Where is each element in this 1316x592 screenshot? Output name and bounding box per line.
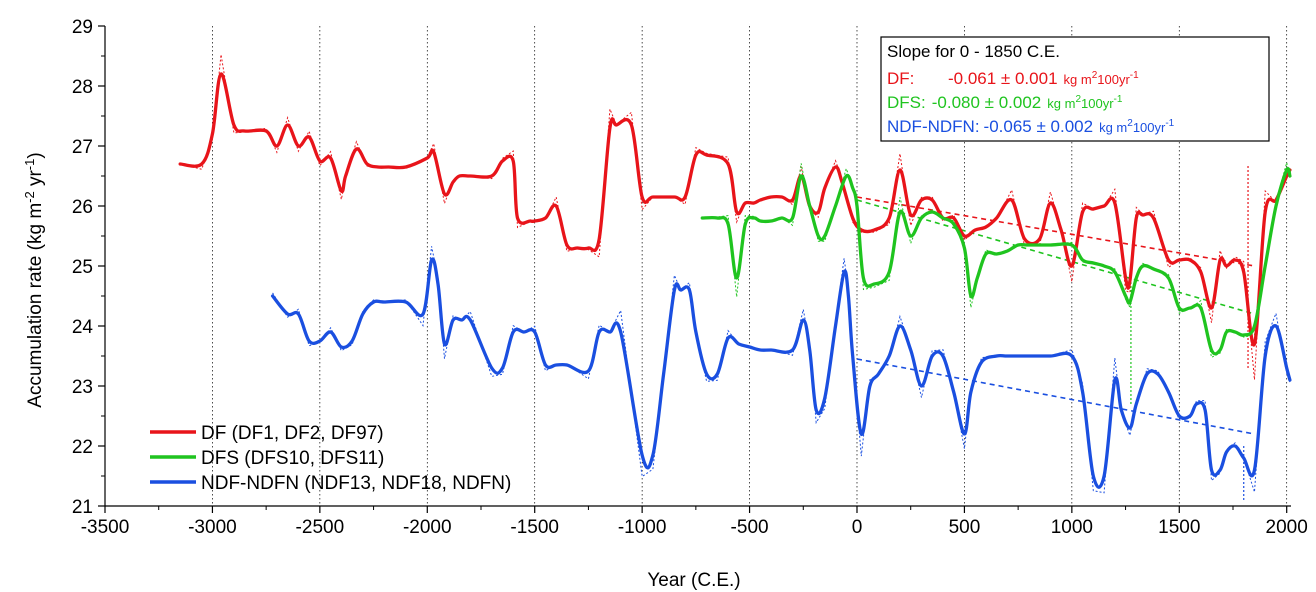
y-tick-label: 24 [72, 317, 94, 338]
legend-label-ndf: NDF-NDFN (NDF13, NDF18, NDFN) [201, 473, 511, 494]
annotation-row-df: DF: -0.061 ± 0.001 kg m2100yr-1 [887, 69, 1139, 88]
annotation-title: Slope for 0 - 1850 C.E. [887, 42, 1060, 61]
series-line-ndf [270, 257, 1292, 489]
smoothed-series [178, 72, 1292, 489]
series-line-df [178, 72, 1292, 347]
x-tick-label: -2000 [403, 517, 452, 538]
x-axis-title: Year (C.E.) [647, 570, 740, 591]
y-tick-label: 29 [72, 17, 93, 38]
trend-line-dfs [856, 199, 1255, 315]
y-tick-label: 28 [72, 77, 93, 98]
slope-annotation: Slope for 0 - 1850 C.E. DF: -0.061 ± 0.00… [880, 36, 1270, 142]
x-tick-label: 500 [949, 517, 981, 538]
y-tick-label: 26 [72, 197, 93, 218]
x-tick-label: 0 [852, 517, 863, 538]
axes: -3500 -3000 -2500 -2000 -1500 -1000 -500 0 500 10… [72, 17, 1308, 538]
series-line-dfs [700, 167, 1292, 356]
x-tick-label: -500 [731, 517, 769, 538]
annotation-row-dfs: DFS: -0.080 ± 0.002 kg m2100yr-1 [887, 93, 1123, 112]
y-tick-label: 23 [72, 377, 93, 398]
annotation-row-ndf: NDF-NDFN: -0.065 ± 0.002 kg m2100yr-1 [887, 117, 1175, 136]
trend-line-df [856, 196, 1255, 267]
x-tick-label: 1000 [1051, 517, 1093, 538]
x-tick-label: -1000 [618, 517, 667, 538]
trend-lines [856, 196, 1255, 435]
x-tick-label: -2500 [296, 517, 345, 538]
y-axis-title: Accumulation rate (kg m-2 yr-1) [22, 152, 46, 407]
y-tick-label: 27 [72, 137, 93, 158]
y-tick-label: 25 [72, 257, 93, 278]
raw-line-dfs [702, 162, 1291, 359]
x-tick-label: -3000 [188, 517, 237, 538]
legend-label-dfs: DFS (DFS10, DFS11) [201, 448, 384, 469]
x-tick-label: 2000 [1266, 517, 1308, 538]
x-tick-label: -3500 [81, 517, 130, 538]
legend: DF (DF1, DF2, DF97) DFS (DFS10, DFS11) N… [150, 423, 511, 494]
trend-line-ndf [856, 358, 1255, 435]
x-tick-label: 1500 [1158, 517, 1200, 538]
y-tick-label: 22 [72, 437, 93, 458]
x-tick-label: -1500 [510, 517, 559, 538]
raw-line-ndf [272, 246, 1291, 494]
y-tick-label: 21 [72, 497, 93, 518]
annotation-box [880, 36, 1270, 142]
legend-label-df: DF (DF1, DF2, DF97) [201, 423, 384, 444]
